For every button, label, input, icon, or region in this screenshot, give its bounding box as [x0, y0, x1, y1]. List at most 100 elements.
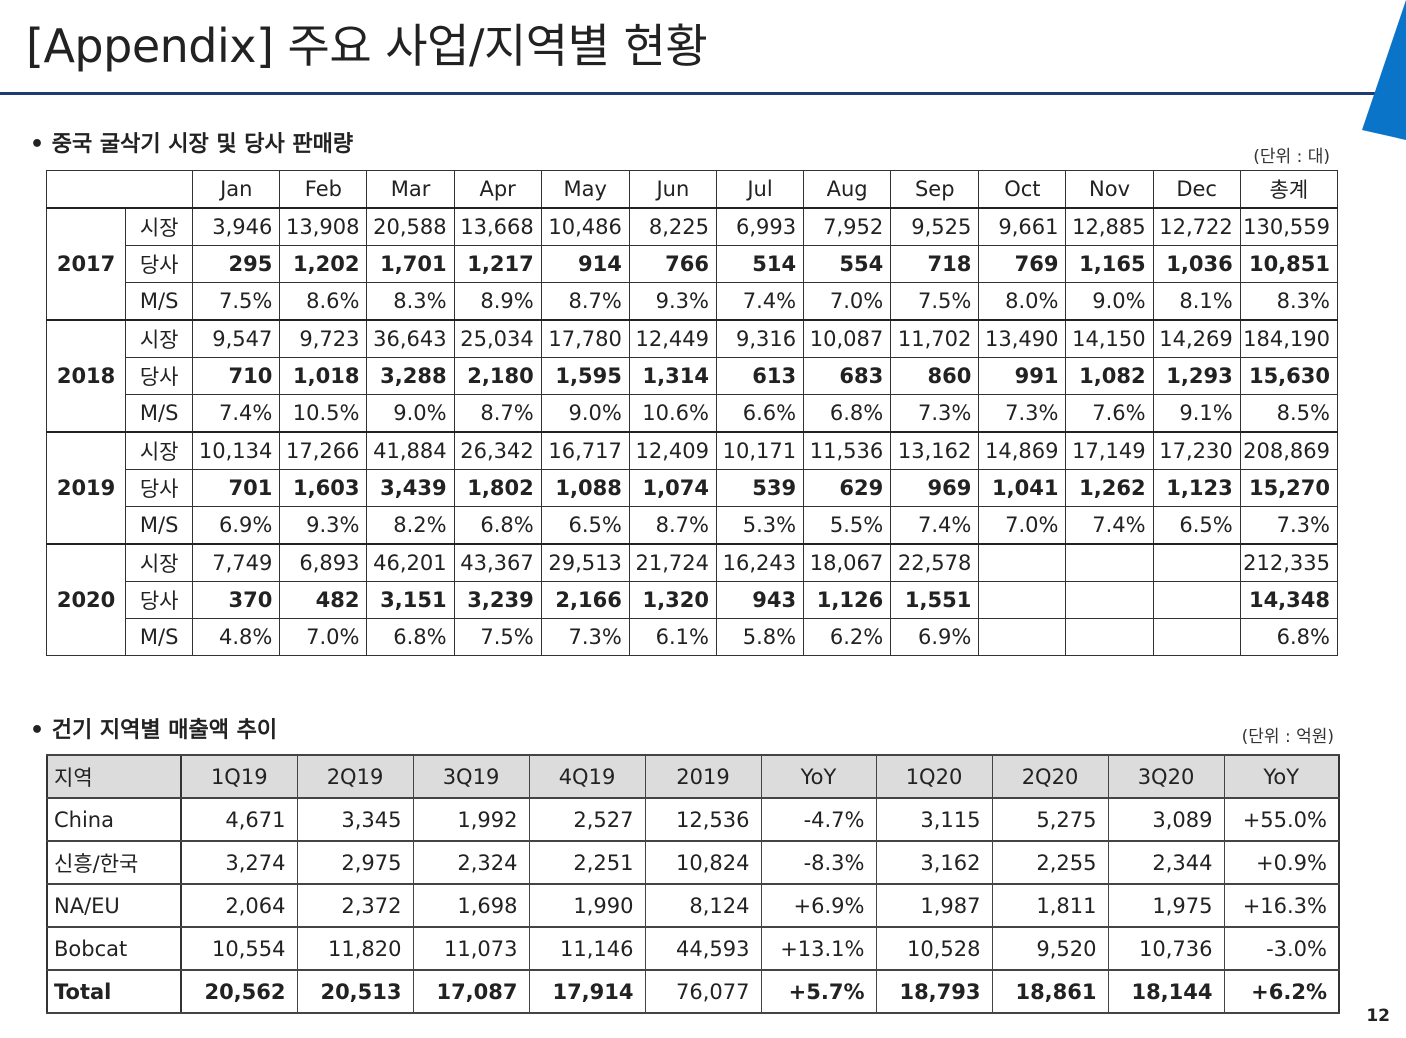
- data-cell: 766: [628, 245, 717, 283]
- data-cell: 16,717: [540, 431, 630, 470]
- data-cell: [978, 618, 1067, 656]
- data-cell: 8.7%: [628, 506, 717, 545]
- column-header: 2Q20: [991, 754, 1109, 799]
- data-cell: 13,908: [279, 207, 368, 246]
- data-cell: 683: [803, 357, 892, 395]
- data-cell: 4.8%: [192, 618, 281, 656]
- data-cell: +13.1%: [760, 926, 877, 971]
- total-cell: 184,190: [1239, 319, 1339, 358]
- data-cell: 14,869: [978, 431, 1067, 470]
- data-cell: 629: [803, 469, 892, 507]
- data-cell: 13,490: [978, 319, 1067, 358]
- data-cell: 20,562: [180, 969, 298, 1014]
- data-cell: 2,180: [453, 357, 542, 395]
- column-header: Dec: [1152, 170, 1241, 209]
- column-header: Nov: [1065, 170, 1154, 209]
- column-header: Feb: [279, 170, 368, 209]
- data-cell: 991: [978, 357, 1067, 395]
- data-cell: 3,151: [366, 581, 455, 619]
- data-cell: 11,820: [296, 926, 414, 971]
- column-header: 3Q20: [1107, 754, 1225, 799]
- table-header-row: Jan Feb Mar Apr May Jun Jul Aug Sep Oct …: [45, 170, 1339, 209]
- data-cell: 18,144: [1107, 969, 1225, 1014]
- data-cell: 4,671: [180, 797, 298, 842]
- table-row: Total 20,562 20,513 17,087 17,914 76,077 +5.7%…: [46, 969, 1340, 1014]
- data-cell: 6.5%: [540, 506, 630, 545]
- total-cell: 208,869: [1239, 431, 1339, 470]
- data-cell: 8,124: [644, 883, 762, 928]
- data-cell: [978, 581, 1067, 619]
- data-cell: 18,793: [875, 969, 993, 1014]
- data-cell: 1,088: [540, 469, 630, 507]
- row-label: M/S: [125, 506, 194, 545]
- column-header: 4Q19: [528, 754, 646, 799]
- data-cell: 1,262: [1065, 469, 1154, 507]
- data-cell: 1,123: [1152, 469, 1241, 507]
- data-cell: 12,885: [1065, 207, 1154, 246]
- data-cell: 9,547: [192, 319, 281, 358]
- section-title-regional-sales: • 건기 지역별 매출액 추이: [30, 718, 278, 743]
- row-label: 당사: [125, 357, 194, 395]
- column-header: Oct: [978, 170, 1067, 209]
- data-cell: 1,603: [279, 469, 368, 507]
- data-cell: 25,034: [453, 319, 542, 358]
- data-cell: 10,824: [644, 840, 762, 885]
- data-cell: 8.0%: [978, 282, 1067, 321]
- data-cell: 5.5%: [803, 506, 892, 545]
- data-cell: 9.3%: [628, 282, 717, 321]
- data-cell: +16.3%: [1223, 883, 1340, 928]
- data-cell: 3,946: [192, 207, 281, 246]
- unit-label-krw: (단위 : 억원): [1241, 727, 1334, 747]
- table-row: NA/EU 2,064 2,372 1,698 1,990 8,124 +6.9% 1,987…: [46, 883, 1340, 928]
- data-cell: 1,165: [1065, 245, 1154, 283]
- title-divider: [0, 92, 1382, 95]
- row-label: 당사: [125, 245, 194, 283]
- data-cell: 710: [192, 357, 281, 395]
- table-row: Bobcat 10,554 11,820 11,073 11,146 44,593 +13.…: [46, 926, 1340, 971]
- data-cell: 9.1%: [1152, 394, 1241, 433]
- data-cell: +0.9%: [1223, 840, 1340, 885]
- table-row: 당사 710 1,018 3,288 2,180 1,595 1,314 613 683 860 9…: [47, 357, 1339, 395]
- data-cell: -8.3%: [760, 840, 877, 885]
- data-cell: 7.3%: [978, 394, 1067, 433]
- data-cell: 769: [978, 245, 1067, 283]
- data-cell: 3,162: [875, 840, 993, 885]
- table-row: M/S 7.4% 10.5% 9.0% 8.7% 9.0% 10.6% 6.6% 6.8% 7.3…: [47, 394, 1339, 433]
- data-cell: 7.0%: [978, 506, 1067, 545]
- data-cell: 7.3%: [540, 618, 630, 656]
- table-row: M/S 4.8% 7.0% 6.8% 7.5% 7.3% 6.1% 5.8% 6.2% 6.9% 6…: [47, 618, 1339, 656]
- total-cell: 7.3%: [1239, 506, 1339, 545]
- column-header-total: 총계: [1239, 170, 1339, 209]
- data-cell: 6.6%: [715, 394, 805, 433]
- data-cell: 1,314: [628, 357, 717, 395]
- data-cell: 12,722: [1152, 207, 1241, 246]
- data-cell: 20,513: [296, 969, 414, 1014]
- table-row: 2019 시장 10,134 17,266 41,884 26,342 16,717 12,4…: [45, 431, 1339, 545]
- data-cell: 7.4%: [715, 282, 805, 321]
- regional-sales-table: 지역 1Q19 2Q19 3Q19 4Q19 2019 YoY 1Q20 2Q2…: [46, 754, 1340, 1014]
- data-cell: 9.0%: [1065, 282, 1154, 321]
- data-cell: 1,217: [453, 245, 542, 283]
- data-cell: 9,661: [978, 207, 1067, 246]
- data-cell: 6.5%: [1152, 506, 1241, 545]
- data-cell: 13,668: [453, 207, 542, 246]
- column-header: YoY: [1223, 754, 1340, 799]
- data-cell: 3,239: [453, 581, 542, 619]
- data-cell: 7.5%: [192, 282, 281, 321]
- data-cell: 2,251: [528, 840, 646, 885]
- data-cell: 10,171: [715, 431, 805, 470]
- data-cell: 8.9%: [453, 282, 542, 321]
- total-cell: 15,630: [1239, 357, 1339, 395]
- total-cell: 130,559: [1239, 207, 1339, 246]
- data-cell: 14,269: [1152, 319, 1241, 358]
- data-cell: 1,293: [1152, 357, 1241, 395]
- total-cell: 212,335: [1239, 543, 1339, 582]
- row-label: M/S: [125, 394, 194, 433]
- data-cell: 1,701: [366, 245, 455, 283]
- data-cell: 613: [715, 357, 805, 395]
- table-row: 당사 370 482 3,151 3,239 2,166 1,320 943 1,126 1,55…: [47, 581, 1339, 619]
- data-cell: +6.2%: [1223, 969, 1340, 1014]
- year-cell: 2018: [45, 319, 127, 433]
- data-cell: 3,115: [875, 797, 993, 842]
- data-cell: 943: [715, 581, 805, 619]
